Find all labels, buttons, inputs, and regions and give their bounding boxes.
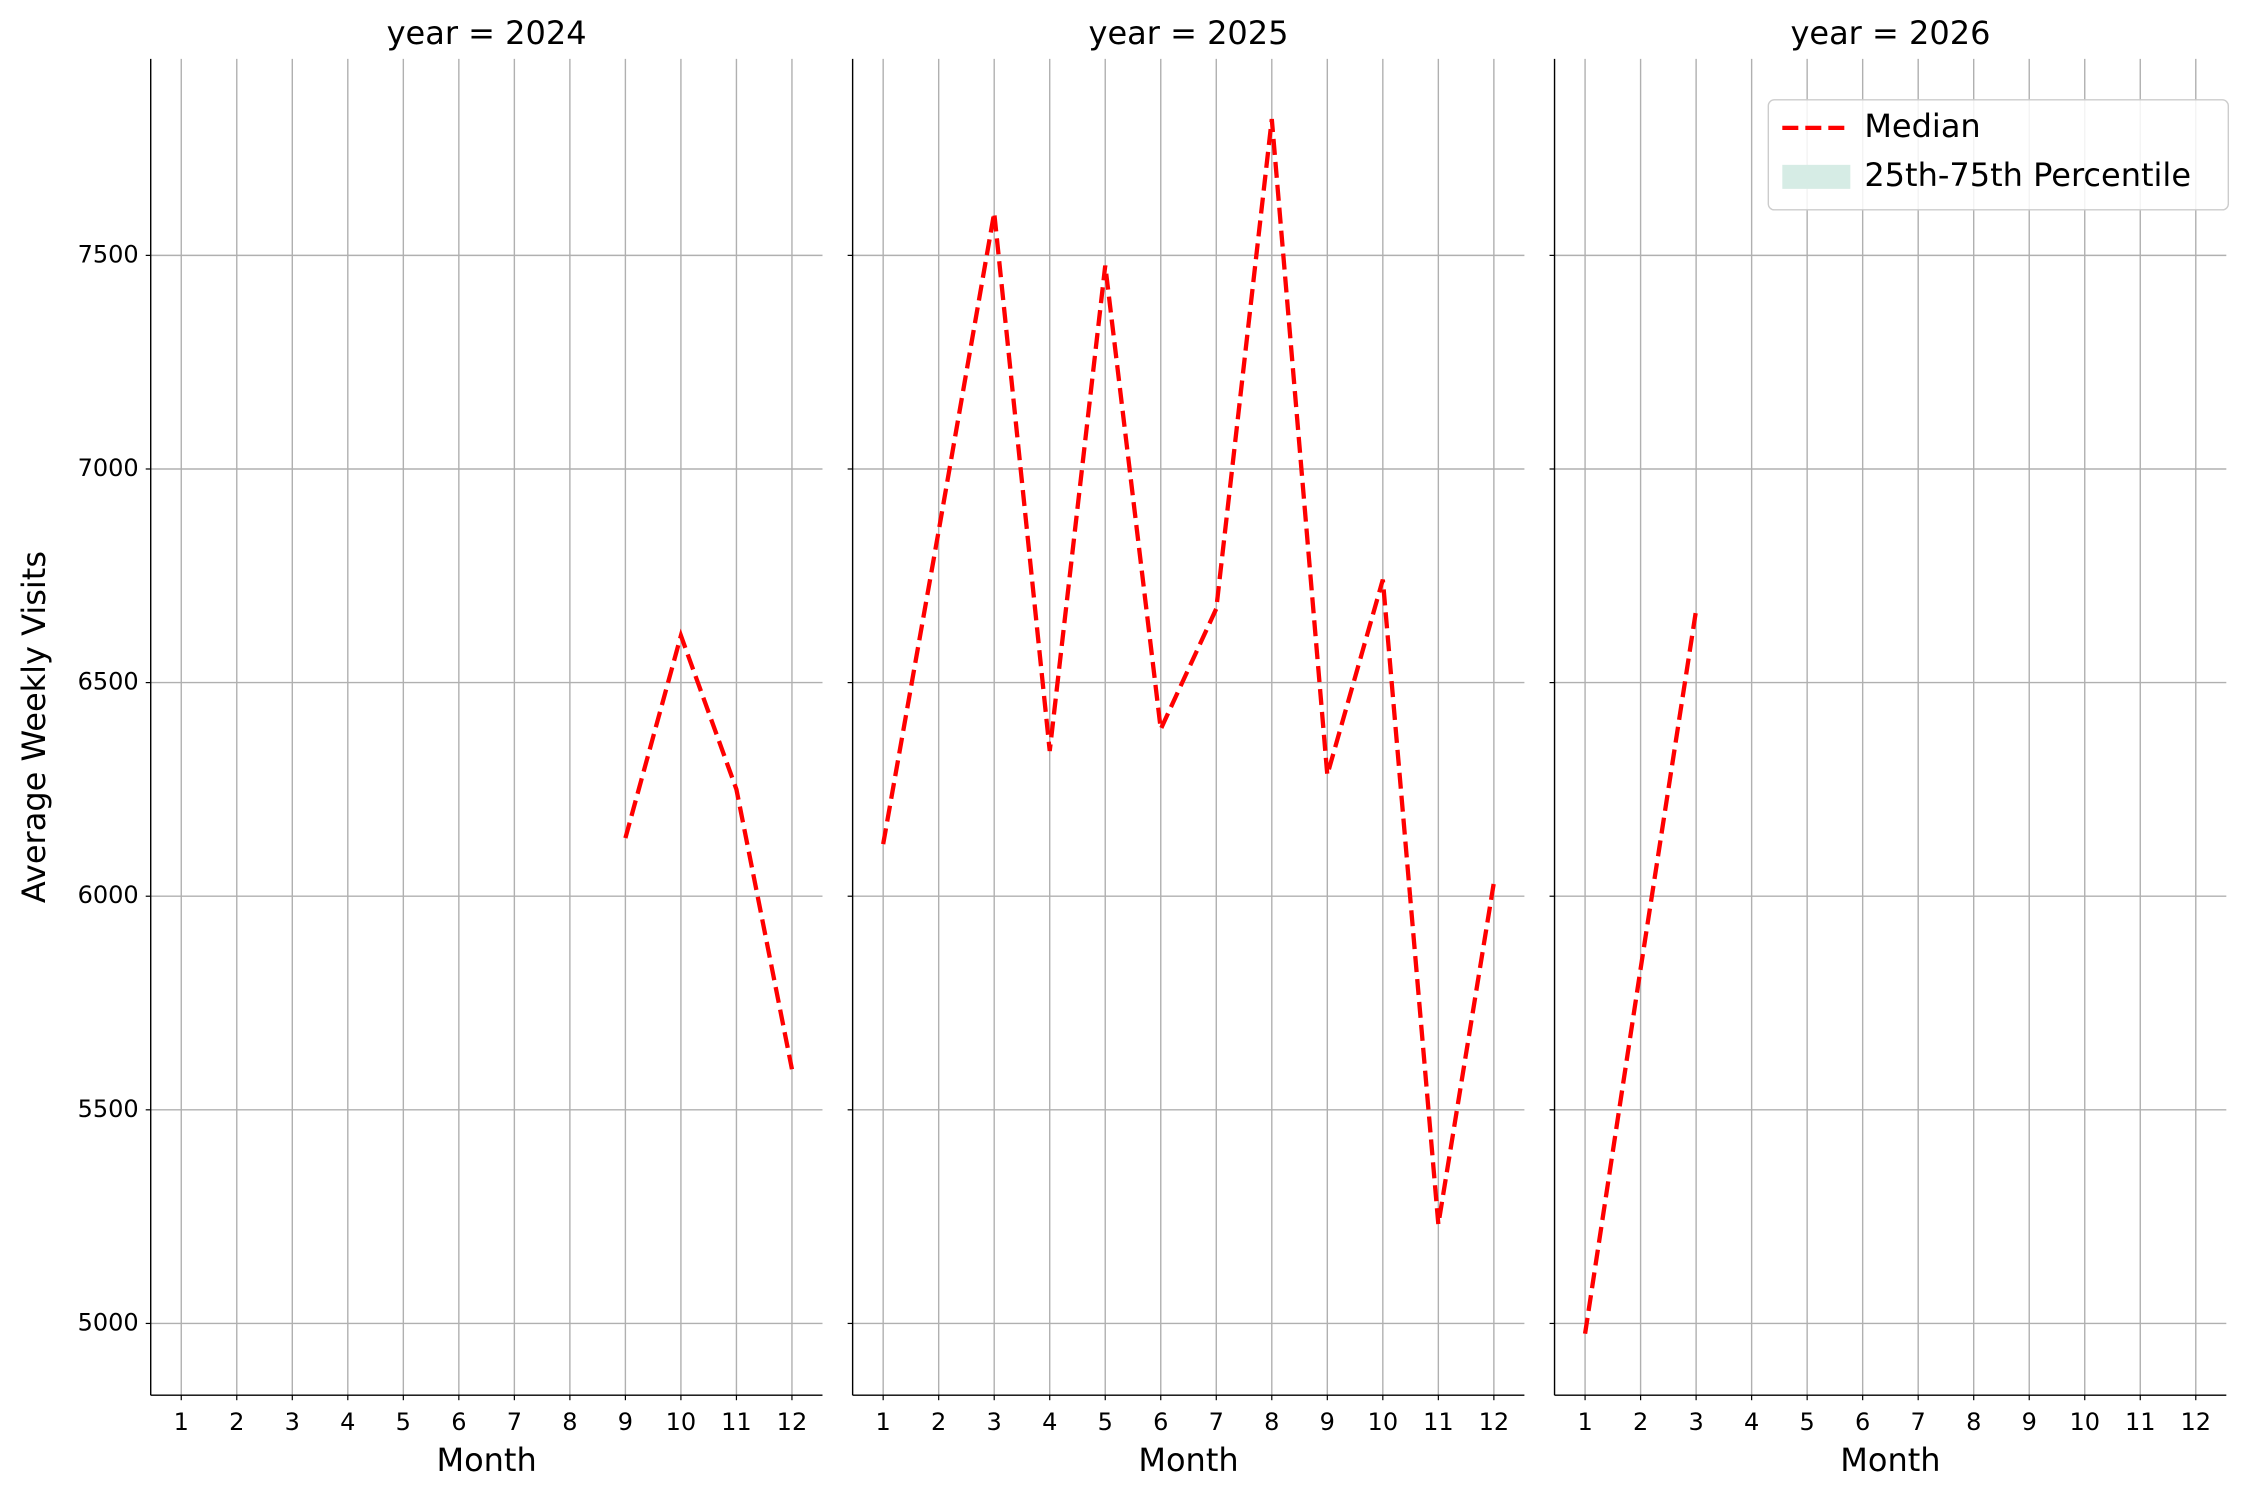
x-tick-label: 3: [1688, 1408, 1703, 1436]
x-tick-label: 4: [1042, 1408, 1057, 1436]
x-tick-label: 2: [931, 1408, 946, 1436]
panel-title: year = 2026: [1790, 14, 1990, 52]
x-tick-label: 9: [618, 1408, 633, 1436]
y-tick-label: 5000: [78, 1308, 139, 1336]
x-tick-label: 11: [721, 1408, 752, 1436]
x-tick-label: 3: [285, 1408, 300, 1436]
x-tick-label: 5: [1098, 1408, 1113, 1436]
x-axis-label: Month: [1840, 1441, 1940, 1479]
x-tick-label: 4: [1744, 1408, 1759, 1436]
x-tick-label: 1: [1577, 1408, 1592, 1436]
x-tick-label: 6: [1855, 1408, 1870, 1436]
x-tick-label: 5: [396, 1408, 411, 1436]
x-tick-label: 8: [562, 1408, 577, 1436]
median-line: [881, 118, 1496, 1225]
y-tick-label: 5500: [78, 1095, 139, 1123]
legend-swatch: [1782, 164, 1851, 189]
y-tick-label: 7000: [78, 454, 139, 482]
x-tick-label: 8: [1264, 1408, 1279, 1436]
x-tick-label: 2: [1633, 1408, 1648, 1436]
median-line: [623, 628, 795, 1070]
x-axis-label: Month: [436, 1441, 536, 1479]
x-axis-label: Month: [1138, 1441, 1238, 1479]
x-tick-label: 6: [451, 1408, 466, 1436]
x-tick-label: 12: [1479, 1408, 1510, 1436]
x-tick-label: 9: [1320, 1408, 1335, 1436]
x-tick-label: 2: [229, 1408, 244, 1436]
x-tick-label: 9: [2022, 1408, 2037, 1436]
median-line: [1582, 609, 1699, 1335]
x-tick-label: 10: [666, 1408, 697, 1436]
x-tick-label: 7: [1209, 1408, 1224, 1436]
x-tick-label: 7: [507, 1408, 522, 1436]
legend: Median 25th-75th Percentile: [1767, 99, 2230, 211]
x-tick-label: 1: [174, 1408, 189, 1436]
x-tick-label: 12: [2181, 1408, 2212, 1436]
x-tick-label: 3: [987, 1408, 1002, 1436]
x-tick-label: 10: [1368, 1408, 1399, 1436]
panel-title: year = 2024: [387, 14, 587, 52]
x-tick-label: 4: [340, 1408, 355, 1436]
legend-label: 25th-75th Percentile: [1864, 156, 2191, 194]
x-tick-label: 11: [2125, 1408, 2156, 1436]
y-tick-label: 6500: [78, 668, 139, 696]
x-tick-label: 5: [1800, 1408, 1815, 1436]
x-tick-label: 1: [876, 1408, 891, 1436]
legend-box: [1767, 99, 2230, 211]
x-tick-label: 12: [777, 1408, 808, 1436]
legend-label: Median: [1864, 107, 1980, 145]
y-tick-label: 7500: [78, 240, 139, 268]
panel-title: year = 2025: [1089, 14, 1289, 52]
y-axis-label: Average Weekly Visits: [15, 551, 53, 903]
x-tick-label: 11: [1423, 1408, 1454, 1436]
x-tick-label: 10: [2069, 1408, 2100, 1436]
x-tick-label: 8: [1966, 1408, 1981, 1436]
x-tick-label: 6: [1153, 1408, 1168, 1436]
x-tick-label: 7: [1911, 1408, 1926, 1436]
y-tick-label: 6000: [78, 881, 139, 909]
